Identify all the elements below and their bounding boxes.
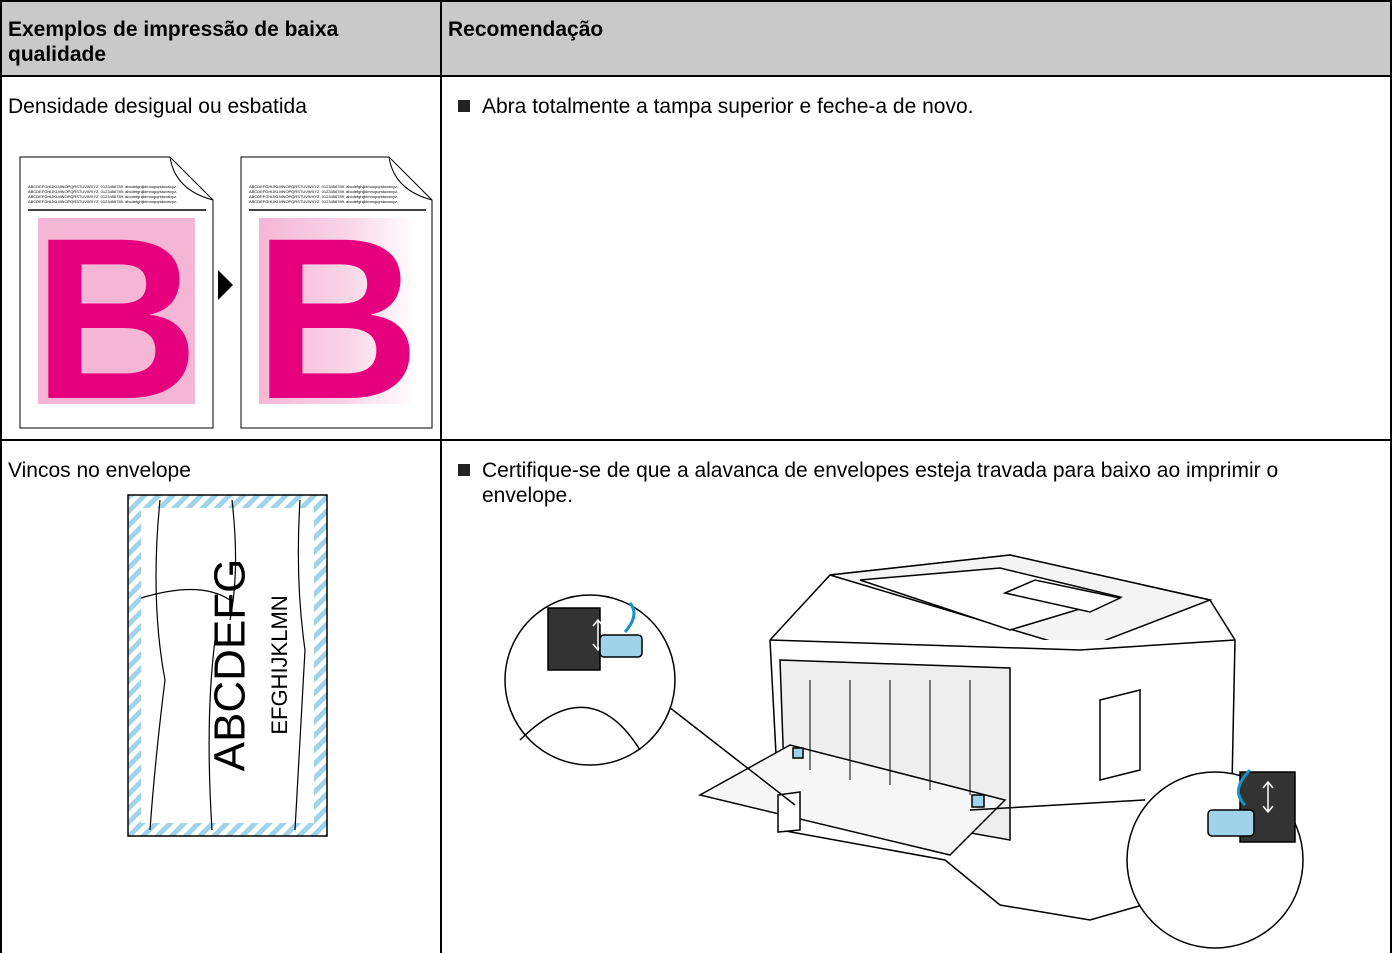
header-bg <box>1 1 1391 76</box>
print-sample-1: ABCDEFGHIJKLMNOPQRSTUVWXYZ. 0123456789. … <box>19 156 214 447</box>
print-sample-2: ABCDEFGHIJKLMNOPQRSTUVWXYZ. 0123456789. … <box>240 156 433 447</box>
sample-line: ABCDEFGHIJKLMNOPQRSTUVWXYZ. 0123456789. … <box>28 199 177 204</box>
header-cell: Exemplos de impressão de baixa qualidade <box>8 18 339 66</box>
printer-illustration <box>504 554 1304 949</box>
sample-lines: ABCDEFGHIJKLMNOPQRSTUVWXYZ. 0123456789. … <box>249 184 398 204</box>
sample-line: ABCDEFGHIJKLMNOPQRSTUVWXYZ. 0123456789. … <box>28 189 177 194</box>
sample-line: ABCDEFGHIJKLMNOPQRSTUVWXYZ. 0123456789. … <box>249 189 398 194</box>
envelope-text: ABCDEFG <box>206 559 255 772</box>
envelope: ABCDEFG EFGHIJKLMN <box>127 494 328 837</box>
recommendation-text: Abra totalmente a tampa superior e feche… <box>482 95 974 118</box>
bullet <box>458 458 478 483</box>
sample-line: ABCDEFGHIJKLMNOPQRSTUVWXYZ. 0123456789. … <box>249 199 398 204</box>
sample-lines: ABCDEFGHIJKLMNOPQRSTUVWXYZ. 0123456789. … <box>28 184 177 204</box>
sample-line: ABCDEFGHIJKLMNOPQRSTUVWXYZ. 0123456789. … <box>28 194 177 199</box>
arrow <box>218 270 233 300</box>
bullet <box>458 94 478 119</box>
sample-line: ABCDEFGHIJKLMNOPQRSTUVWXYZ. 0123456789. … <box>28 184 177 189</box>
sample-line: ABCDEFGHIJKLMNOPQRSTUVWXYZ. 0123456789. … <box>249 194 398 199</box>
recommendation-text: Certifique-se de que a alavanca de envel… <box>482 459 1279 507</box>
envelope-text: EFGHIJKLMN <box>267 595 292 734</box>
sample-letter: B <box>33 190 199 447</box>
sample-letter: B <box>254 190 420 447</box>
sample-line: ABCDEFGHIJKLMNOPQRSTUVWXYZ. 0123456789. … <box>249 184 398 189</box>
example-text: Densidade desigual ou esbatida <box>8 95 307 118</box>
header-cell: Recomendação <box>448 18 604 41</box>
example-text: Vincos no envelope <box>8 459 191 482</box>
